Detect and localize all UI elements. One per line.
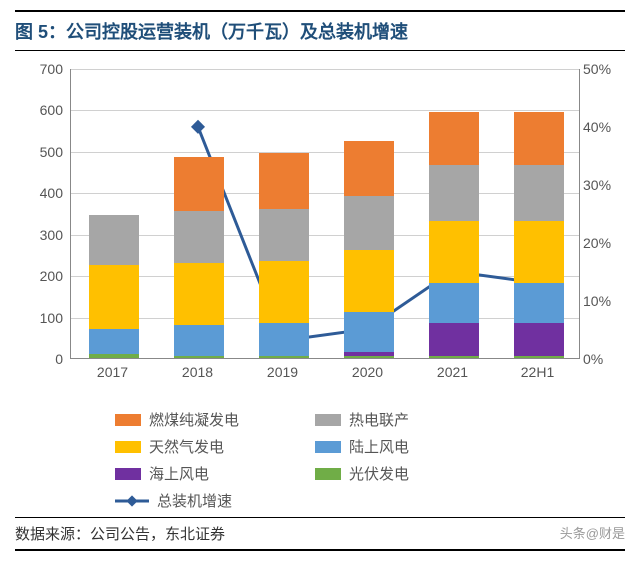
- line-chart: [71, 69, 579, 358]
- bar-segment-coal: [514, 112, 564, 166]
- bar-segment-solar: [344, 356, 394, 358]
- line-swatch-icon: [115, 494, 149, 508]
- y-left-tick: 700: [15, 61, 63, 77]
- bar-segment-gas: [174, 263, 224, 325]
- x-tick: 2019: [240, 364, 325, 380]
- y-left-tick: 600: [15, 102, 63, 118]
- bar-segment-coal: [429, 112, 479, 166]
- swatch-icon: [315, 441, 341, 453]
- bar-segment-gas: [344, 250, 394, 312]
- line-marker: [191, 120, 205, 134]
- legend-label: 热电联产: [349, 409, 409, 430]
- y-left-tick: 400: [15, 185, 63, 201]
- y-right-tick: 20%: [583, 235, 625, 251]
- legend-item-chp: 热电联产: [315, 409, 475, 430]
- y-right-tick: 40%: [583, 119, 625, 135]
- swatch-icon: [315, 468, 341, 480]
- bar-segment-onwind: [429, 283, 479, 322]
- legend-label: 陆上风电: [349, 436, 409, 457]
- bar-segment-chp: [89, 215, 139, 265]
- y-left-tick: 0: [15, 351, 63, 367]
- legend-label: 光伏发电: [349, 463, 409, 484]
- legend-row: 天然气发电 陆上风电: [115, 436, 565, 457]
- bar-segment-offwind: [429, 323, 479, 356]
- legend-label: 海上风电: [149, 463, 209, 484]
- legend-row: 总装机增速: [115, 490, 565, 511]
- bar-segment-onwind: [89, 329, 139, 354]
- source-bar: 数据来源：公司公告，东北证券 头条@财是: [15, 517, 625, 551]
- legend-item-coal: 燃煤纯凝发电: [115, 409, 275, 430]
- bar-segment-onwind: [344, 312, 394, 351]
- bar-group: [344, 141, 394, 358]
- bar-segment-onwind: [174, 325, 224, 356]
- y-right-tick: 10%: [583, 293, 625, 309]
- bar-segment-offwind: [514, 323, 564, 356]
- bar-group: [259, 153, 309, 358]
- y-right-tick: 30%: [583, 177, 625, 193]
- bar-segment-chp: [514, 165, 564, 221]
- x-tick: 2017: [70, 364, 155, 380]
- legend-label: 天然气发电: [149, 436, 224, 457]
- bar-segment-solar: [259, 356, 309, 358]
- y-left-tick: 200: [15, 268, 63, 284]
- figure: 图 5：公司控股运营装机（万千瓦）及总装机增速 0 100 200 300 400 500…: [0, 0, 640, 561]
- legend-item-line: 总装机增速: [115, 490, 275, 511]
- bar-segment-solar: [174, 356, 224, 358]
- watermark: 头条@财是: [560, 523, 625, 544]
- swatch-icon: [115, 441, 141, 453]
- bar-segment-onwind: [259, 323, 309, 356]
- y-left-tick: 300: [15, 227, 63, 243]
- legend-item-gas: 天然气发电: [115, 436, 275, 457]
- legend-item-solar: 光伏发电: [315, 463, 475, 484]
- y-right-tick: 50%: [583, 61, 625, 77]
- bar-segment-chp: [429, 165, 479, 221]
- bar-segment-gas: [429, 221, 479, 283]
- bar-segment-coal: [344, 141, 394, 197]
- bar-segment-gas: [259, 261, 309, 323]
- x-tick: 22H1: [495, 364, 580, 380]
- bar-segment-onwind: [514, 283, 564, 322]
- legend-item-offwind: 海上风电: [115, 463, 275, 484]
- legend-label: 燃煤纯凝发电: [149, 409, 239, 430]
- bar-segment-solar: [429, 356, 479, 358]
- x-tick: 2020: [325, 364, 410, 380]
- bar-group: [429, 112, 479, 358]
- legend-item-onwind: 陆上风电: [315, 436, 475, 457]
- bar-group: [174, 157, 224, 358]
- swatch-icon: [115, 414, 141, 426]
- legend-row: 海上风电 光伏发电: [115, 463, 565, 484]
- x-tick: 2018: [155, 364, 240, 380]
- bar-segment-solar: [89, 354, 139, 358]
- swatch-icon: [315, 414, 341, 426]
- bar-segment-coal: [174, 157, 224, 211]
- y-left-tick: 100: [15, 310, 63, 326]
- bar-segment-chp: [259, 209, 309, 261]
- figure-title: 图 5：公司控股运营装机（万千瓦）及总装机增速: [15, 10, 625, 51]
- bar-segment-solar: [514, 356, 564, 358]
- bar-group: [514, 112, 564, 358]
- y-left-tick: 500: [15, 144, 63, 160]
- bar-segment-coal: [259, 153, 309, 209]
- swatch-icon: [115, 468, 141, 480]
- bar-segment-chp: [344, 196, 394, 250]
- source-label: 数据来源：公司公告，东北证券: [15, 523, 225, 544]
- bar-segment-gas: [89, 265, 139, 329]
- bar-segment-gas: [514, 221, 564, 283]
- bar-segment-chp: [174, 211, 224, 263]
- x-tick: 2021: [410, 364, 495, 380]
- legend-label: 总装机增速: [157, 490, 232, 511]
- legend: 燃煤纯凝发电 热电联产天然气发电 陆上风电海上风电 光伏发电总装机增速: [15, 399, 625, 511]
- y-right-tick: 0%: [583, 351, 625, 367]
- bar-group: [89, 215, 139, 358]
- chart-area: 0 100 200 300 400 500 600 700 0% 10% 20% 30% 40% 50% 2…: [15, 59, 625, 399]
- plot: [70, 69, 580, 359]
- legend-row: 燃煤纯凝发电 热电联产: [115, 409, 565, 430]
